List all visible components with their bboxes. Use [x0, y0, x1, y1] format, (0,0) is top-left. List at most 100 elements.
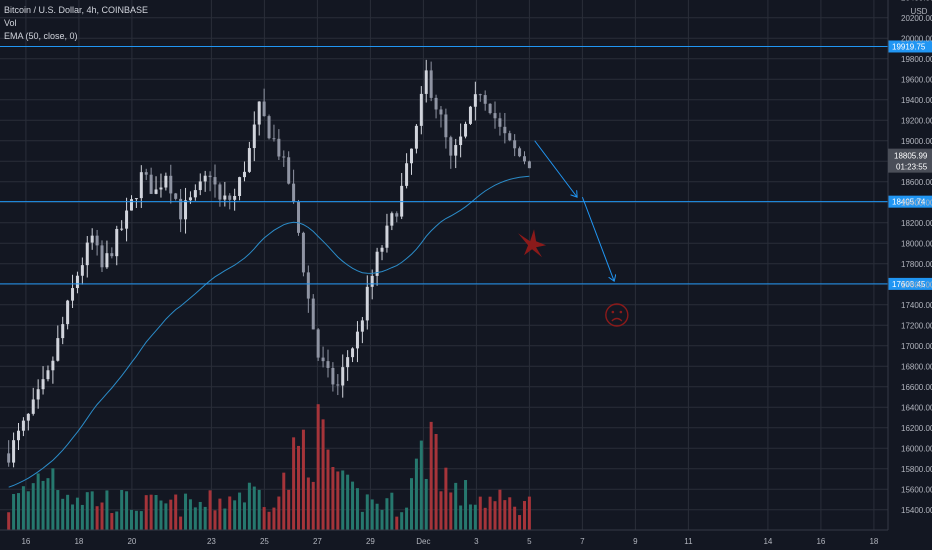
volume-bar	[444, 467, 448, 530]
volume-bar	[375, 503, 379, 530]
volume-bar	[100, 502, 104, 530]
trend-arrow[interactable]	[534, 140, 577, 197]
volume-bar	[380, 509, 384, 530]
volume-bar	[71, 504, 75, 530]
ema-indicator-label[interactable]: EMA (50, close, 0)	[4, 31, 78, 41]
price-tick-label: 17000.00	[901, 342, 932, 351]
volume-bar	[522, 501, 526, 530]
volume-bar	[21, 486, 25, 530]
price-tick-label: 18600.00	[901, 178, 932, 187]
time-tick-label: 27	[313, 537, 322, 546]
candle-body	[213, 177, 217, 185]
price-tick-label: 18400.00	[901, 198, 932, 207]
price-tick-label: 20400.00	[901, 0, 932, 2]
volume-bar	[395, 516, 399, 530]
candle-body	[17, 430, 20, 441]
candle-body	[120, 228, 124, 230]
candle-body	[316, 329, 320, 358]
candle-body	[134, 198, 138, 200]
candle-body	[395, 213, 399, 217]
candle-body	[31, 399, 35, 414]
candle-body	[218, 184, 222, 200]
volume-bar	[498, 489, 502, 530]
candle-body	[483, 95, 487, 104]
volume-bar	[267, 511, 271, 530]
ema-line	[8, 175, 530, 488]
candle-body	[355, 331, 359, 349]
time-tick-label: 23	[207, 537, 216, 546]
volume-bar	[125, 491, 129, 530]
volume-bar	[129, 509, 133, 530]
bat-sticker-icon[interactable]	[518, 229, 547, 258]
sad-face-icon[interactable]	[605, 303, 629, 327]
time-tick-label: Dec	[416, 537, 430, 546]
candle-body	[61, 324, 65, 339]
time-axis[interactable]: 16 18 20 23 25 27 29 Dec 3 5 7 9 11 14 16 18	[0, 529, 888, 546]
price-axis[interactable]: 15400.00 15600.00 15800.00 16000.00 16200.00…	[887, 0, 932, 530]
candle-body	[208, 175, 212, 178]
candle-body	[468, 106, 472, 124]
trend-arrow[interactable]	[581, 196, 614, 281]
candle-body	[56, 338, 60, 361]
volume-bar	[449, 492, 453, 530]
volume-bar	[385, 498, 389, 530]
candle-body	[105, 253, 109, 268]
candle-body	[277, 138, 281, 157]
volume-bar	[159, 500, 163, 530]
candle-body	[110, 253, 114, 257]
candle-body	[439, 109, 443, 115]
volume-bar	[527, 496, 531, 530]
horizontal-levels[interactable]: 19919.75 18405.74 17603.45	[0, 40, 932, 290]
volume-bar	[26, 491, 30, 530]
candle-body	[174, 193, 178, 199]
price-tick-label: 17200.00	[901, 321, 932, 330]
level-price-tag	[888, 40, 932, 53]
volume-bar	[36, 473, 40, 530]
volume-bar	[473, 504, 477, 530]
volume-bar	[105, 490, 109, 530]
volume-bar	[75, 497, 79, 530]
volume-bar	[464, 480, 468, 530]
candle-body	[493, 113, 497, 119]
symbol-title[interactable]: Bitcoin / U.S. Dollar, 4h, COINBASE	[4, 5, 149, 15]
time-tick-label: 5	[527, 537, 532, 546]
volume-bar	[468, 504, 472, 530]
candle-body	[71, 288, 75, 301]
candle-body	[129, 199, 133, 211]
candle-body	[184, 200, 188, 220]
volume-bar	[493, 501, 497, 530]
volume-bar	[110, 513, 114, 530]
volume-bar	[405, 507, 409, 530]
volume-bar	[365, 494, 369, 530]
volume-bar	[351, 481, 355, 530]
volume-bar	[223, 508, 227, 530]
volume-bar	[503, 500, 507, 530]
candle-body	[311, 298, 315, 330]
candle-body	[424, 70, 428, 94]
candle-body	[188, 197, 192, 201]
price-tick-label: 16200.00	[901, 424, 932, 433]
candle-body	[80, 265, 84, 276]
candle-body	[297, 201, 301, 233]
volume-bar	[203, 506, 207, 530]
candle-body	[159, 187, 163, 190]
candle-body	[459, 136, 463, 146]
volume-bar	[483, 507, 487, 530]
volume-indicator-label[interactable]: Vol	[4, 18, 17, 28]
volume-bar	[513, 506, 517, 530]
volume-bar	[238, 492, 242, 530]
drawing-annotations[interactable]	[518, 140, 629, 327]
price-tick-label: 16000.00	[901, 444, 932, 453]
time-tick-label: 16	[21, 537, 30, 546]
price-tick-label: 18000.00	[901, 239, 932, 248]
candle-body	[360, 320, 364, 332]
volume-bar	[257, 489, 261, 530]
volume-bar	[56, 490, 60, 530]
candle-body	[95, 235, 99, 246]
volume-bar	[208, 490, 212, 530]
candle-body	[267, 116, 271, 139]
candle-body	[429, 70, 433, 98]
price-tick-label: 20000.00	[901, 34, 932, 43]
candle-body	[125, 210, 129, 229]
